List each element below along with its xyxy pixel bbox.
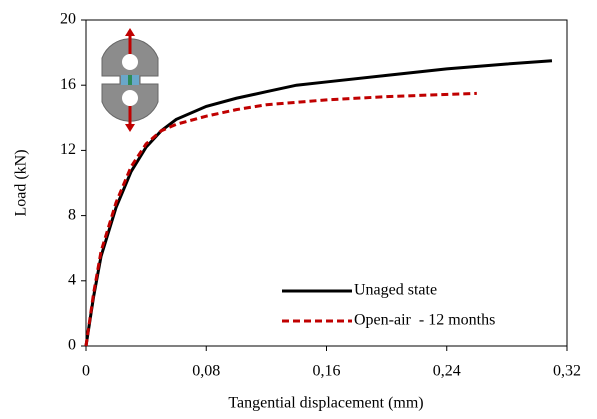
x-tick-label: 0: [82, 363, 90, 380]
y-tick-label: 4: [68, 271, 76, 288]
x-tick-label: 0,32: [553, 363, 581, 380]
y-tick-label: 8: [68, 206, 76, 223]
y-tick-label: 20: [60, 11, 76, 28]
y-tick-label: 12: [60, 141, 76, 158]
data-line: [84, 91, 477, 347]
legend-label: Open-air - 12 months: [354, 312, 495, 329]
x-tick-label: 0,08: [192, 363, 220, 380]
y-tick-label: 0: [68, 337, 76, 354]
y-tick-label: 16: [60, 76, 76, 93]
legend-label: Unaged state: [354, 282, 437, 299]
x-tick-label: 0,16: [313, 363, 341, 380]
specimen-icon: [101, 28, 159, 132]
x-tick-label: 0,24: [433, 363, 461, 380]
y-axis-label: Load (kN): [13, 149, 30, 216]
x-axis-label: Tangential displacement (mm): [228, 395, 423, 412]
